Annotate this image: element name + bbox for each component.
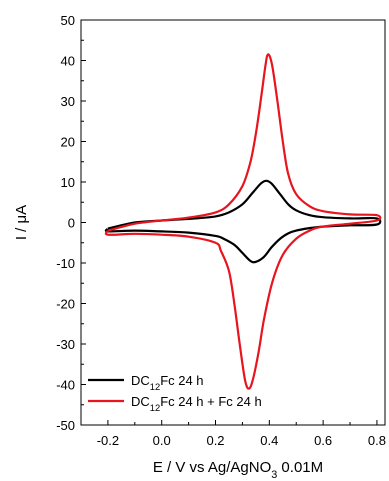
y-tick-label: -10 xyxy=(56,256,75,271)
x-tick-label: -0.2 xyxy=(97,433,119,448)
y-tick-label: 0 xyxy=(68,216,75,231)
y-tick-label: -40 xyxy=(56,378,75,393)
x-tick-label: 0.6 xyxy=(314,433,332,448)
x-axis-title: E / V vs Ag/AgNO3 0.01M xyxy=(153,459,323,481)
x-tick-label: 0.4 xyxy=(260,433,278,448)
y-tick-label: -30 xyxy=(56,337,75,352)
x-tick-label: 0.8 xyxy=(368,433,386,448)
y-tick-label: 20 xyxy=(61,135,75,150)
y-tick-label: 30 xyxy=(61,94,75,109)
plot-frame xyxy=(80,19,386,426)
y-tick-label: 40 xyxy=(61,54,75,69)
y-tick-label: -20 xyxy=(56,297,75,312)
series-line-2 xyxy=(104,53,382,390)
y-tick-label: -50 xyxy=(56,418,75,433)
x-tick-label: 0.2 xyxy=(206,433,224,448)
y-axis-title: I / μA xyxy=(13,205,30,240)
legend-label: DC12Fc 24 h xyxy=(131,373,204,392)
x-tick-label: 0.0 xyxy=(153,433,171,448)
y-tick-label: 10 xyxy=(61,175,75,190)
legend: DC12Fc 24 h DC12Fc 24 h + Fc 24 h xyxy=(88,373,262,413)
series-line-1 xyxy=(104,179,382,264)
y-tick-label: 50 xyxy=(61,13,75,28)
legend-label: DC12Fc 24 h + Fc 24 h xyxy=(131,394,262,413)
